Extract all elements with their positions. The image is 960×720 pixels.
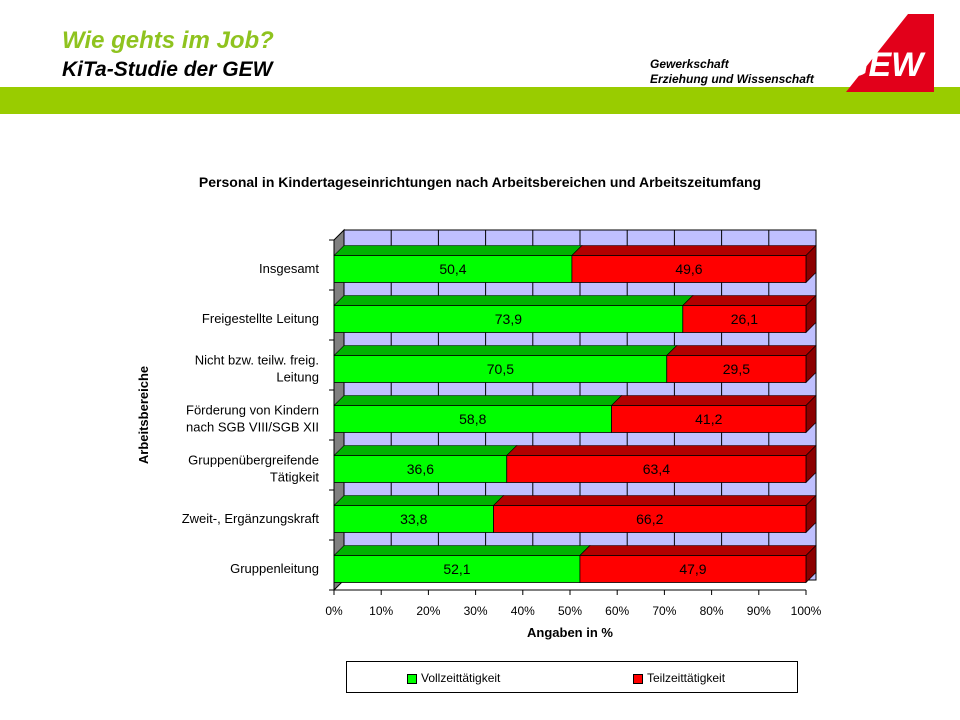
x-tick-label: 30% bbox=[464, 604, 488, 618]
x-tick-label: 20% bbox=[416, 604, 440, 618]
org-name-line1: Gewerkschaft bbox=[650, 57, 729, 71]
x-tick-label: 90% bbox=[747, 604, 771, 618]
bar-segment bbox=[493, 505, 807, 533]
chart-title: Personal in Kindertageseinrichtungen nac… bbox=[198, 174, 762, 190]
bar-top-face bbox=[333, 445, 518, 456]
legend-swatch-teilzeit bbox=[633, 673, 643, 684]
bar-segment bbox=[506, 455, 807, 483]
category-label: Tätigkeit bbox=[270, 470, 320, 485]
bar-top-face bbox=[333, 395, 623, 406]
svg-text:GEW: GEW bbox=[842, 46, 926, 84]
data-label: 73,9 bbox=[495, 311, 522, 327]
data-label: 66,2 bbox=[636, 511, 663, 527]
data-label: 50,4 bbox=[439, 261, 466, 277]
data-label: 47,9 bbox=[679, 561, 706, 577]
bar-segment bbox=[333, 355, 668, 383]
bar-segment bbox=[333, 305, 684, 333]
bar-segment bbox=[611, 405, 807, 433]
data-label: 33,8 bbox=[400, 511, 427, 527]
chart-legend: Vollzeittätigkeit Teilzeittätigkeit bbox=[346, 661, 798, 693]
data-label: 29,5 bbox=[723, 361, 750, 377]
category-label: Insgesamt bbox=[259, 261, 319, 276]
x-tick-label: 80% bbox=[700, 604, 724, 618]
category-label: Förderung von Kindern bbox=[186, 403, 319, 418]
org-name-line2: Erziehung und Wissenschaft bbox=[650, 72, 814, 86]
data-label: 26,1 bbox=[731, 311, 758, 327]
category-label: Freigestellte Leitung bbox=[202, 311, 319, 326]
page-subtitle: KiTa-Studie der GEW bbox=[62, 58, 273, 81]
bar-top-face bbox=[682, 295, 817, 306]
bar-top-face bbox=[333, 345, 678, 356]
legend-item-vollzeit: Vollzeittätigkeit bbox=[407, 671, 500, 685]
x-axis-title: Angaben in % bbox=[527, 625, 613, 640]
bar-top-face bbox=[506, 445, 817, 456]
data-label: 41,2 bbox=[695, 411, 722, 427]
data-label: 70,5 bbox=[487, 361, 514, 377]
x-tick-label: 40% bbox=[511, 604, 535, 618]
category-label: Zweit-, Ergänzungskraft bbox=[182, 511, 320, 526]
page-title: Wie gehts im Job? bbox=[62, 27, 274, 54]
bar-segment bbox=[682, 305, 807, 333]
bar-segment bbox=[579, 555, 807, 583]
data-label: 58,8 bbox=[459, 411, 486, 427]
header-band bbox=[0, 87, 960, 114]
bar-segment bbox=[333, 455, 508, 483]
bar-top-face bbox=[333, 495, 505, 506]
legend-label-teilzeit: Teilzeittätigkeit bbox=[647, 671, 726, 685]
legend-swatch-vollzeit bbox=[407, 673, 417, 684]
legend-item-teilzeit: Teilzeittätigkeit bbox=[633, 671, 725, 685]
x-tick-label: 100% bbox=[791, 604, 822, 618]
category-label: Nicht bzw. teilw. freig. bbox=[195, 353, 319, 368]
y-axis-title: Arbeitsbereiche bbox=[136, 366, 151, 464]
x-tick-label: 50% bbox=[558, 604, 582, 618]
x-tick-label: 0% bbox=[325, 604, 343, 618]
x-tick-label: 70% bbox=[652, 604, 676, 618]
category-label: Gruppenübergreifende bbox=[188, 453, 319, 468]
category-label: nach SGB VIII/SGB XII bbox=[186, 420, 319, 435]
legend-label-vollzeit: Vollzeittätigkeit bbox=[421, 671, 501, 685]
gew-logo: GEW bbox=[842, 14, 934, 92]
bar-top-face bbox=[666, 345, 817, 356]
x-tick-label: 60% bbox=[605, 604, 629, 618]
category-label: Gruppenleitung bbox=[230, 561, 319, 576]
bar-top-face bbox=[333, 295, 694, 306]
data-label: 63,4 bbox=[643, 461, 670, 477]
bar-top-face bbox=[610, 395, 817, 406]
bar-top-face bbox=[333, 245, 583, 256]
bar-segment bbox=[571, 255, 807, 283]
category-label: Leitung bbox=[276, 370, 319, 385]
bar-top-face bbox=[492, 495, 817, 506]
bar-top-face bbox=[571, 245, 817, 256]
data-label: 36,6 bbox=[407, 461, 434, 477]
data-label: 52,1 bbox=[443, 561, 470, 577]
bar-top-face bbox=[579, 545, 817, 556]
bar-top-face bbox=[333, 545, 591, 556]
x-tick-label: 10% bbox=[369, 604, 393, 618]
bar-segment bbox=[666, 355, 807, 383]
bar-segment bbox=[333, 405, 612, 433]
data-label: 49,6 bbox=[675, 261, 702, 277]
